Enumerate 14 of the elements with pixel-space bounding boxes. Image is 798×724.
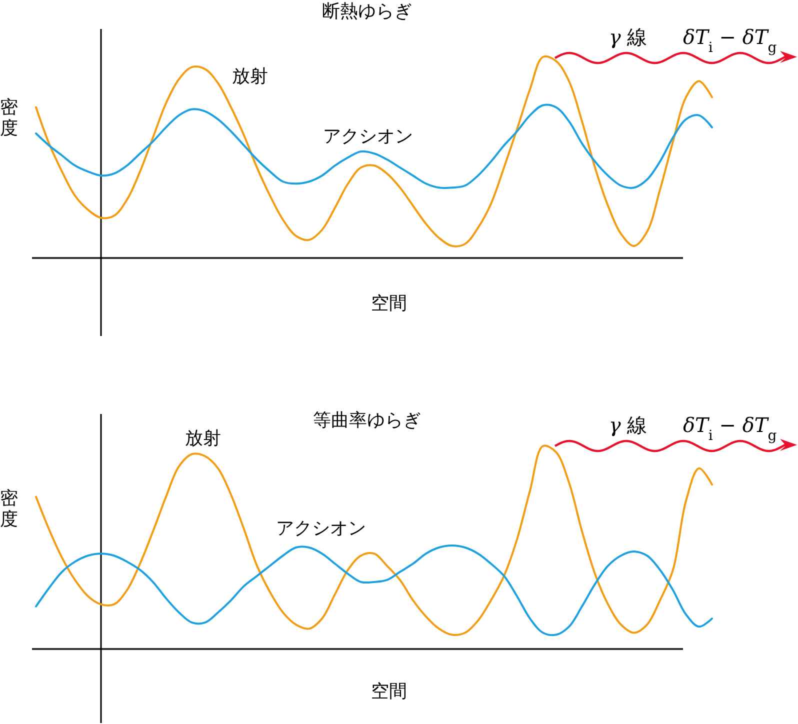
text: δT$_{i}$ − δT$_{g}$ [683, 25, 777, 56]
series-label: アクシオン [323, 126, 413, 147]
series-label: 放射 [185, 428, 221, 449]
chart-title: 断熱ゆらぎ [322, 1, 412, 22]
text: γ 線 [608, 25, 648, 49]
x-axis-title: 空間 [371, 681, 407, 702]
text: δT$_{i}$ − δT$_{g}$ [683, 413, 777, 444]
text: γ 線 [608, 413, 648, 437]
chart-title: 等曲率ゆらぎ [313, 410, 421, 431]
y-axis-title: 密度 [0, 97, 18, 139]
y-axis-title: 密度 [0, 488, 18, 530]
series-label: アクシオン [276, 518, 366, 539]
series-label: 放射 [232, 66, 268, 87]
x-axis-title: 空間 [371, 293, 407, 314]
